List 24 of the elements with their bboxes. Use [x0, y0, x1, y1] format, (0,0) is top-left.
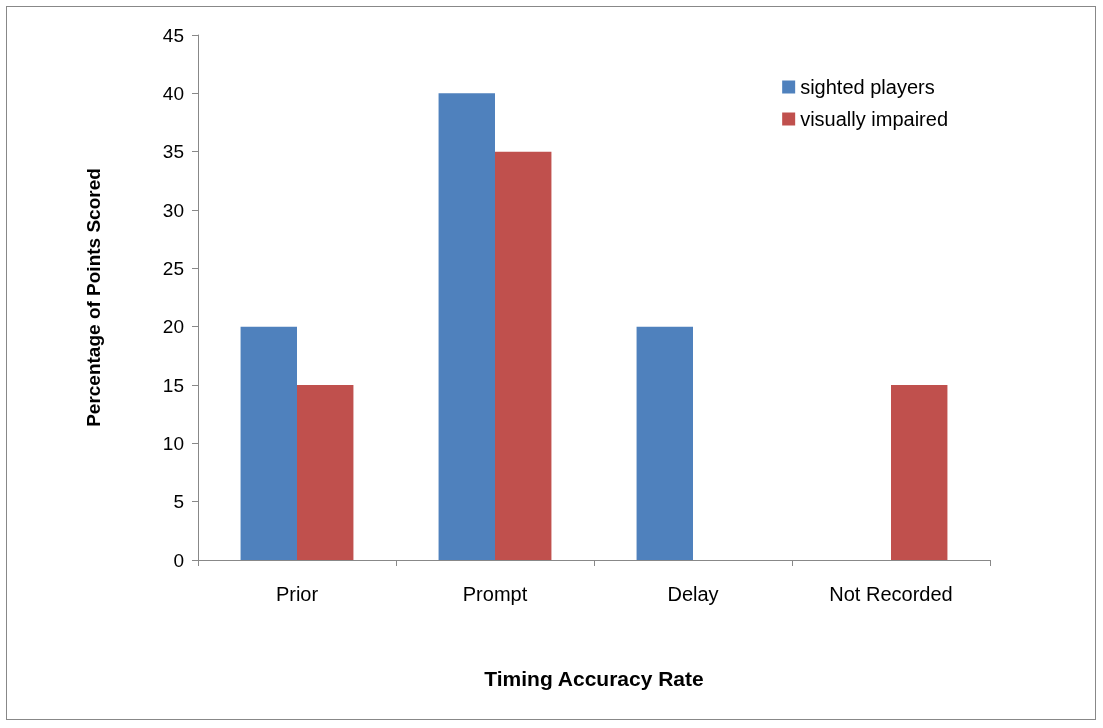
y-tick-label: 10 — [162, 432, 184, 454]
bar — [297, 385, 354, 560]
bar — [636, 326, 693, 560]
y-tick-label: 40 — [162, 82, 184, 104]
y-tick-label: 15 — [162, 374, 184, 396]
y-tick-label: 30 — [162, 199, 184, 221]
bar — [495, 151, 552, 560]
bar — [891, 385, 948, 560]
y-tick-label: 45 — [162, 24, 184, 46]
x-tick-label: Prior — [275, 583, 319, 605]
y-tick-label: 35 — [162, 141, 184, 163]
bar — [240, 326, 297, 560]
y-tick-label: 20 — [162, 316, 184, 338]
y-tick-label: 25 — [162, 257, 184, 279]
legend-label: sighted players — [800, 76, 935, 98]
x-tick-label: Delay — [667, 583, 719, 605]
x-tick-label: Prompt — [462, 583, 528, 605]
y-axis-title: Percentage of Points Scored — [83, 168, 104, 427]
legend-label: visually impaired — [800, 108, 949, 130]
y-tick-label: 5 — [173, 491, 184, 513]
x-tick-label: Not Recorded — [829, 583, 953, 605]
bar — [438, 93, 495, 560]
x-axis-title: Timing Accuracy Rate — [484, 667, 704, 690]
y-tick-label: 0 — [173, 549, 184, 571]
